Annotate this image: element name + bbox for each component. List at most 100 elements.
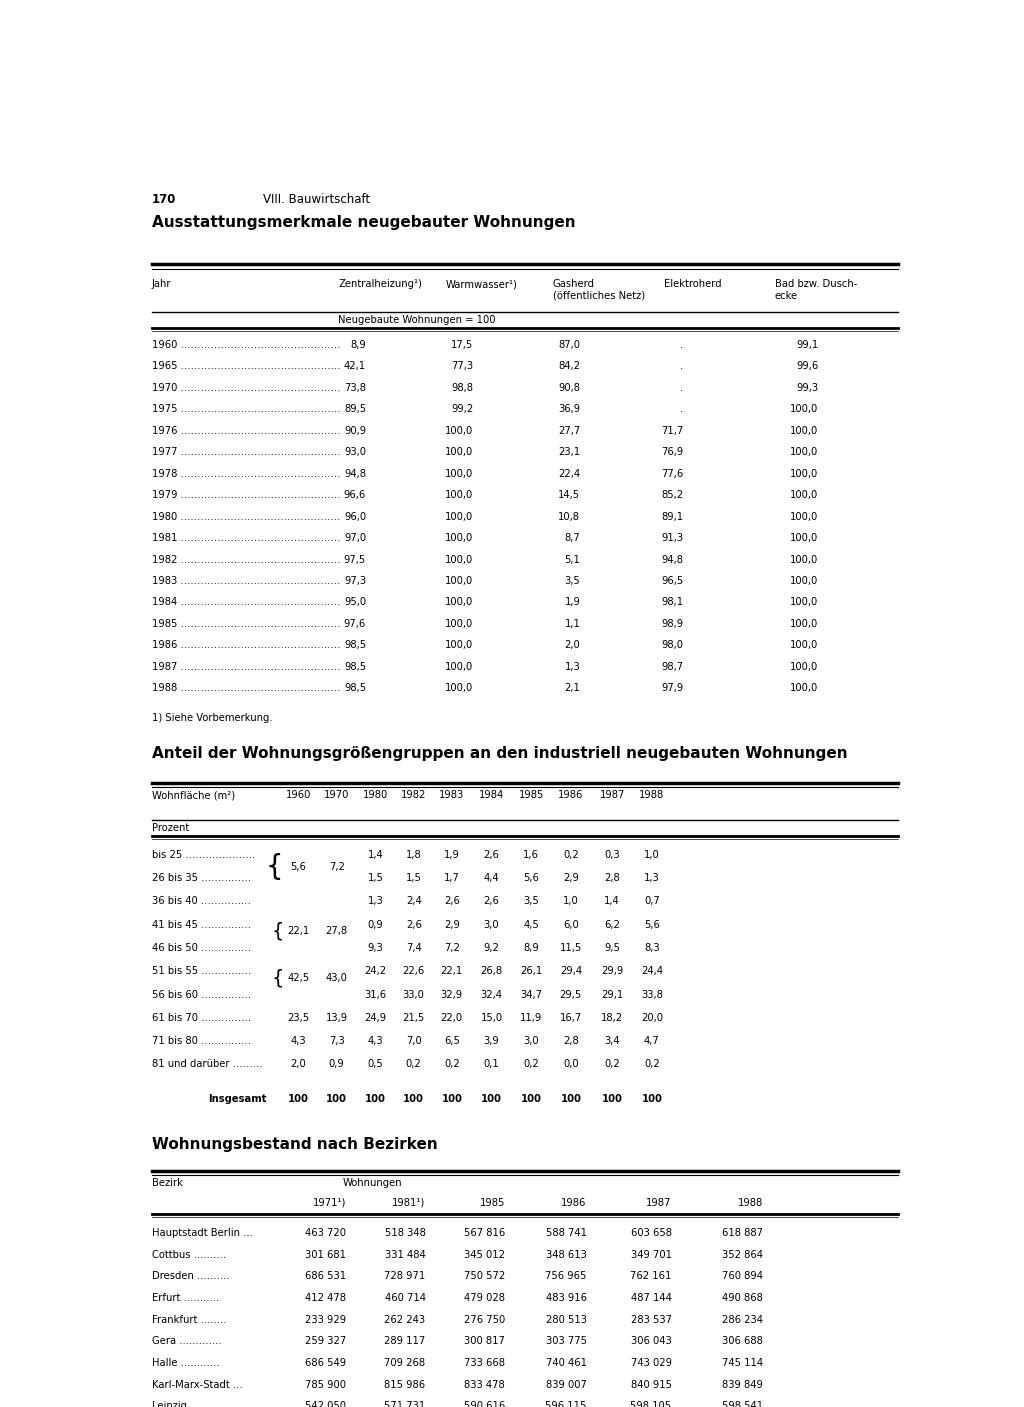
Text: 29,1: 29,1: [601, 989, 624, 999]
Text: 99,3: 99,3: [797, 383, 818, 393]
Text: 100,0: 100,0: [791, 426, 818, 436]
Text: Warmwasser¹): Warmwasser¹): [445, 280, 517, 290]
Text: 839 849: 839 849: [722, 1380, 763, 1390]
Text: 1987: 1987: [599, 791, 625, 801]
Text: 2,9: 2,9: [563, 874, 579, 884]
Text: 96,5: 96,5: [662, 575, 684, 585]
Text: 89,1: 89,1: [662, 512, 684, 522]
Text: 4,5: 4,5: [523, 920, 539, 930]
Text: Ausstattungsmerkmale neugebauter Wohnungen: Ausstattungsmerkmale neugebauter Wohnung…: [152, 215, 575, 231]
Text: 36 bis 40 ……………: 36 bis 40 ……………: [152, 896, 251, 906]
Text: 100: 100: [441, 1093, 462, 1103]
Text: 1971¹): 1971¹): [313, 1197, 346, 1207]
Text: 100: 100: [560, 1093, 582, 1103]
Text: Elektroherd: Elektroherd: [664, 280, 721, 290]
Text: bis 25 …………………: bis 25 …………………: [152, 850, 255, 860]
Text: 1988: 1988: [737, 1197, 763, 1207]
Text: 815 986: 815 986: [384, 1380, 426, 1390]
Text: 2,4: 2,4: [406, 896, 422, 906]
Text: 1,5: 1,5: [406, 874, 422, 884]
Text: 1,1: 1,1: [564, 619, 581, 629]
Text: 348 613: 348 613: [546, 1249, 587, 1259]
Text: 3,0: 3,0: [483, 920, 500, 930]
Text: 1980 …………………………………………: 1980 …………………………………………: [152, 512, 340, 522]
Text: 306 688: 306 688: [722, 1337, 763, 1346]
Text: 0,5: 0,5: [368, 1059, 383, 1069]
Text: Anteil der Wohnungsgrößengruppen an den industriell neugebauten Wohnungen: Anteil der Wohnungsgrößengruppen an den …: [152, 746, 848, 761]
Text: 87,0: 87,0: [558, 340, 581, 350]
Text: 0,1: 0,1: [483, 1059, 500, 1069]
Text: 24,4: 24,4: [641, 967, 663, 976]
Text: 2,6: 2,6: [483, 896, 500, 906]
Text: 1,4: 1,4: [604, 896, 620, 906]
Text: 479 028: 479 028: [464, 1293, 505, 1303]
Text: 170: 170: [152, 193, 176, 205]
Text: 42,1: 42,1: [344, 362, 367, 371]
Text: 2,9: 2,9: [443, 920, 460, 930]
Text: Erfurt ...........: Erfurt ...........: [152, 1293, 219, 1303]
Text: 0,3: 0,3: [604, 850, 620, 860]
Text: 98,5: 98,5: [344, 661, 367, 671]
Text: 5,6: 5,6: [644, 920, 659, 930]
Text: 686 549: 686 549: [305, 1358, 346, 1368]
Text: 95,0: 95,0: [344, 598, 367, 608]
Text: 8,7: 8,7: [564, 533, 581, 543]
Text: 3,9: 3,9: [483, 1036, 500, 1047]
Text: 833 478: 833 478: [464, 1380, 505, 1390]
Text: 2,6: 2,6: [406, 920, 422, 930]
Text: 6,2: 6,2: [604, 920, 621, 930]
Text: 77,6: 77,6: [662, 469, 684, 478]
Text: 542 050: 542 050: [305, 1401, 346, 1407]
Text: 345 012: 345 012: [464, 1249, 505, 1259]
Text: 490 868: 490 868: [722, 1293, 763, 1303]
Text: 5,6: 5,6: [523, 874, 539, 884]
Text: 17,5: 17,5: [451, 340, 473, 350]
Text: 100,0: 100,0: [445, 640, 473, 650]
Text: 5,1: 5,1: [564, 554, 581, 564]
Text: 32,9: 32,9: [440, 989, 463, 999]
Text: 571 731: 571 731: [384, 1401, 426, 1407]
Text: 1986 …………………………………………: 1986 …………………………………………: [152, 640, 340, 650]
Text: 1980: 1980: [362, 791, 388, 801]
Text: 760 894: 760 894: [722, 1272, 763, 1282]
Text: 306 043: 306 043: [631, 1337, 672, 1346]
Text: 1,3: 1,3: [368, 896, 383, 906]
Text: 100,0: 100,0: [445, 598, 473, 608]
Text: 3,4: 3,4: [604, 1036, 620, 1047]
Text: 0,2: 0,2: [644, 1059, 659, 1069]
Text: 463 720: 463 720: [305, 1228, 346, 1238]
Text: 85,2: 85,2: [662, 490, 684, 499]
Text: .: .: [680, 404, 684, 415]
Text: 23,5: 23,5: [288, 1013, 309, 1023]
Text: 31,6: 31,6: [365, 989, 387, 999]
Text: 1970: 1970: [324, 791, 349, 801]
Text: 1970 …………………………………………: 1970 …………………………………………: [152, 383, 340, 393]
Text: 97,0: 97,0: [344, 533, 367, 543]
Text: 99,2: 99,2: [451, 404, 473, 415]
Text: 262 243: 262 243: [384, 1314, 426, 1324]
Text: 1983 …………………………………………: 1983 …………………………………………: [152, 575, 340, 585]
Text: 99,6: 99,6: [797, 362, 818, 371]
Text: 567 816: 567 816: [464, 1228, 505, 1238]
Text: .: .: [680, 362, 684, 371]
Text: 233 929: 233 929: [305, 1314, 346, 1324]
Text: 3,0: 3,0: [523, 1036, 539, 1047]
Text: 33,0: 33,0: [402, 989, 425, 999]
Text: 26 bis 35 ……………: 26 bis 35 ……………: [152, 874, 251, 884]
Text: 9,3: 9,3: [368, 943, 383, 953]
Text: 97,9: 97,9: [662, 684, 684, 694]
Text: 71,7: 71,7: [662, 426, 684, 436]
Text: 76,9: 76,9: [662, 447, 684, 457]
Text: 90,9: 90,9: [344, 426, 367, 436]
Text: 100,0: 100,0: [445, 447, 473, 457]
Text: 7,3: 7,3: [329, 1036, 345, 1047]
Text: 1988 …………………………………………: 1988 …………………………………………: [152, 684, 340, 694]
Text: 90,8: 90,8: [558, 383, 581, 393]
Text: 10,8: 10,8: [558, 512, 581, 522]
Text: 100,0: 100,0: [791, 512, 818, 522]
Text: 24,2: 24,2: [365, 967, 387, 976]
Text: 100: 100: [521, 1093, 542, 1103]
Text: 94,8: 94,8: [344, 469, 367, 478]
Text: 839 007: 839 007: [546, 1380, 587, 1390]
Text: {: {: [266, 853, 284, 881]
